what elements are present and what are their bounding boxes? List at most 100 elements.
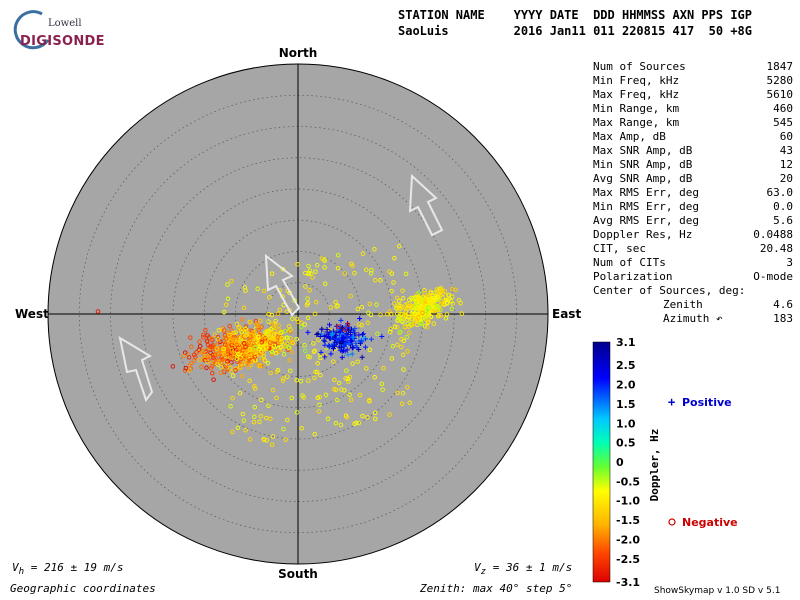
source-point (205, 359, 210, 365)
source-point (458, 300, 463, 306)
source-point (230, 429, 235, 435)
stat-value: 460 (773, 102, 793, 115)
source-point (360, 251, 366, 256)
source-point (364, 366, 369, 371)
source-point (405, 317, 410, 322)
source-point (430, 308, 436, 314)
source-point (364, 267, 369, 272)
source-point (243, 326, 248, 331)
source-point (331, 359, 336, 364)
source-point (322, 334, 328, 340)
source-point (389, 271, 395, 276)
source-point (261, 437, 267, 443)
source-point (405, 314, 411, 320)
source-point (398, 329, 403, 334)
source-point (268, 327, 274, 332)
stat-label: Num of Sources (593, 60, 686, 73)
positive-marker-icon: + (668, 395, 675, 409)
stat-row: Num of Sources 1847 (593, 60, 793, 74)
source-point (392, 301, 397, 306)
source-point (201, 334, 206, 340)
source-point (191, 352, 197, 358)
source-point (408, 303, 413, 309)
stat-value: O-mode (753, 270, 793, 283)
source-point (349, 345, 355, 351)
source-point (345, 376, 351, 382)
source-point (186, 355, 192, 360)
source-point (287, 368, 293, 373)
source-point (209, 336, 215, 341)
source-point (266, 312, 271, 317)
source-point (316, 409, 322, 414)
source-point (428, 304, 434, 310)
source-point (348, 338, 354, 344)
source-point (325, 416, 331, 422)
source-point (236, 343, 242, 348)
source-point (375, 331, 380, 336)
source-point (395, 324, 400, 330)
stat-value: 4.6 (773, 298, 793, 311)
source-point (401, 315, 406, 321)
colorbar-tick-label: 1.5 (616, 398, 636, 411)
source-point (260, 364, 265, 369)
source-point (289, 350, 295, 355)
source-point (279, 335, 284, 341)
source-point (213, 351, 219, 356)
horizontal-velocity: Vh = 216 ± 19 m/s (12, 561, 124, 578)
source-point (427, 304, 432, 310)
stat-value: 12 (779, 158, 793, 171)
colorbar-tick-label: -3.1 (616, 576, 640, 589)
source-point (340, 336, 346, 342)
source-point (282, 328, 288, 334)
stat-label: Azimuth ↶ (663, 312, 723, 325)
source-point (224, 341, 230, 347)
source-point (400, 390, 406, 396)
source-point (426, 318, 432, 324)
source-point (226, 330, 231, 336)
source-point (216, 328, 222, 333)
stat-row: Avg SNR Amp, dB 20 (593, 172, 793, 186)
source-point (397, 243, 402, 249)
source-point (369, 267, 374, 273)
source-point (318, 331, 324, 337)
source-point (315, 361, 320, 366)
source-point (322, 338, 328, 344)
source-point (410, 311, 416, 317)
arrow-east-icon (408, 173, 444, 237)
source-point (269, 271, 275, 276)
source-point (187, 363, 193, 368)
source-point (434, 305, 440, 310)
source-point (395, 342, 400, 347)
west-label: West (15, 307, 49, 321)
source-point (239, 317, 245, 322)
source-point (384, 312, 390, 317)
legend-positive: Positive (682, 396, 732, 409)
source-point (352, 270, 357, 276)
source-point (255, 341, 261, 346)
source-point (303, 348, 308, 354)
stat-label: Avg RMS Err, deg (593, 214, 699, 227)
source-point (294, 336, 299, 342)
source-point (322, 354, 328, 360)
stat-label: Max SNR Amp, dB (593, 144, 693, 157)
colorbar-tick-label: 1.0 (616, 417, 636, 430)
source-point (305, 354, 311, 359)
stat-row: Azimuth ↶ 183 (593, 312, 793, 326)
source-point (335, 265, 341, 271)
zenith-note: Zenith: max 40° step 5° (420, 582, 573, 595)
source-point (248, 362, 254, 368)
stat-label: CIT, sec (593, 242, 646, 255)
source-point (236, 351, 241, 357)
source-point (453, 287, 459, 292)
source-point (339, 387, 344, 392)
source-point (266, 403, 271, 408)
stat-value: 0.0 (773, 200, 793, 213)
source-point (333, 299, 338, 305)
source-point (419, 316, 424, 321)
source-point (229, 337, 235, 342)
source-point (366, 310, 371, 315)
source-point (294, 316, 300, 322)
stat-row: Max SNR Amp, dB 43 (593, 144, 793, 158)
source-point (317, 394, 323, 400)
source-point (205, 354, 211, 360)
